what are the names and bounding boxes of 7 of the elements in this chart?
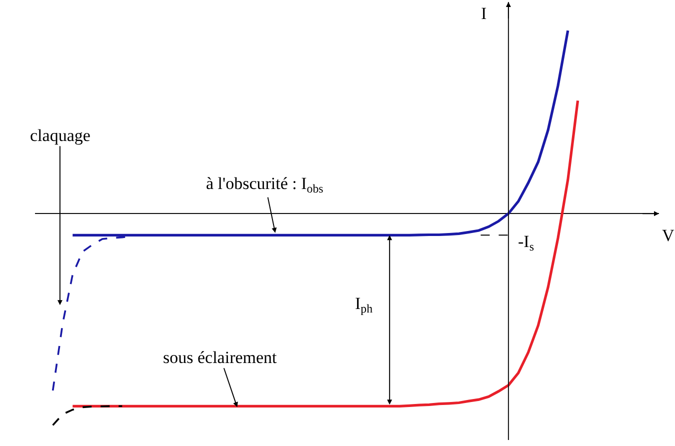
ref-line-label: -I$_{s}$ bbox=[518, 232, 534, 254]
x-axis-title: V bbox=[662, 226, 675, 245]
annotation: claquage bbox=[30, 126, 90, 145]
annotation: à l'obscurité : I$_{obs}$ bbox=[206, 174, 324, 196]
y-axis-title: I bbox=[481, 4, 487, 23]
annotation: sous éclairement bbox=[163, 348, 278, 367]
annotation: I$_{ph}$ bbox=[355, 294, 373, 316]
